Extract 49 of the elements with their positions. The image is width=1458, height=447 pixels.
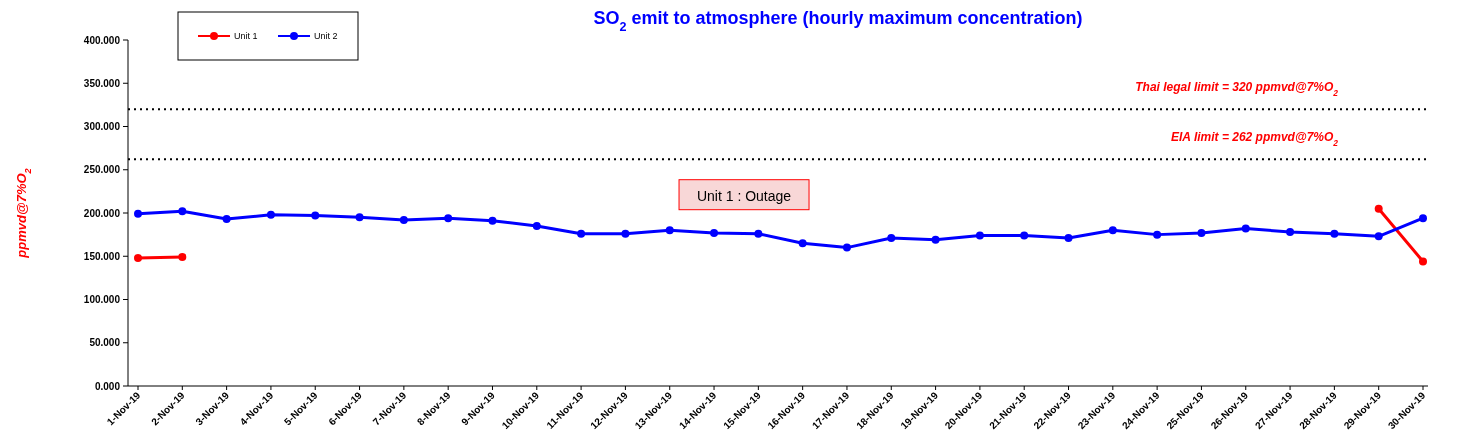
y-tick-label: 150.000: [83, 250, 121, 262]
point: [1241, 224, 1250, 233]
legend-label: Unit 1: [234, 31, 258, 42]
annotation: Unit 1 : Outage: [696, 187, 792, 204]
point: [975, 231, 984, 240]
y-tick-label: 200.000: [83, 207, 121, 219]
ref-line-label: Thai legal limit = 320 ppmvd@7%O$_{2}$: [1135, 80, 1339, 99]
point: [399, 215, 408, 224]
point: [931, 235, 940, 244]
chart-title: SO$_{2}$ emit to atmosphere (hourly maximum concentration): [593, 8, 1083, 34]
point: [178, 253, 187, 262]
y-tick-label: 350.000: [83, 77, 121, 89]
point: [488, 216, 497, 225]
point: [887, 234, 896, 243]
point: [577, 229, 586, 238]
point: [311, 211, 320, 220]
point: [178, 207, 187, 216]
point: [134, 253, 142, 262]
point: [754, 229, 763, 238]
y-tick-label: 50.000: [89, 337, 121, 349]
point: [1020, 231, 1029, 240]
point: [266, 210, 275, 219]
point: [1374, 232, 1383, 241]
point: [222, 215, 231, 224]
point: [355, 213, 364, 222]
point: [1286, 228, 1295, 237]
point: [842, 243, 851, 252]
point: [1419, 257, 1427, 266]
point: [1064, 234, 1073, 243]
point: [1197, 228, 1206, 237]
point: [1153, 230, 1162, 239]
point: [1330, 229, 1339, 238]
point: [532, 221, 541, 230]
point: [1374, 204, 1383, 213]
point: [710, 228, 719, 237]
point: [798, 239, 807, 248]
point: [1108, 226, 1117, 235]
point: [444, 214, 453, 223]
point: [665, 226, 674, 235]
point: [621, 229, 630, 238]
y-tick-label: 400.000: [83, 34, 121, 46]
y-tick-label: 0.000: [94, 380, 121, 392]
ref-line-label: EIA limit = 262 ppmvd@7%O$_{2}$: [1171, 130, 1339, 149]
legend-label: Unit 2: [314, 31, 338, 42]
y-tick-label: 300.000: [83, 121, 121, 132]
point: [134, 209, 142, 218]
point: [1419, 214, 1427, 223]
y-tick-label: 100.000: [83, 294, 121, 305]
y-tick-label: 250.000: [83, 164, 121, 176]
